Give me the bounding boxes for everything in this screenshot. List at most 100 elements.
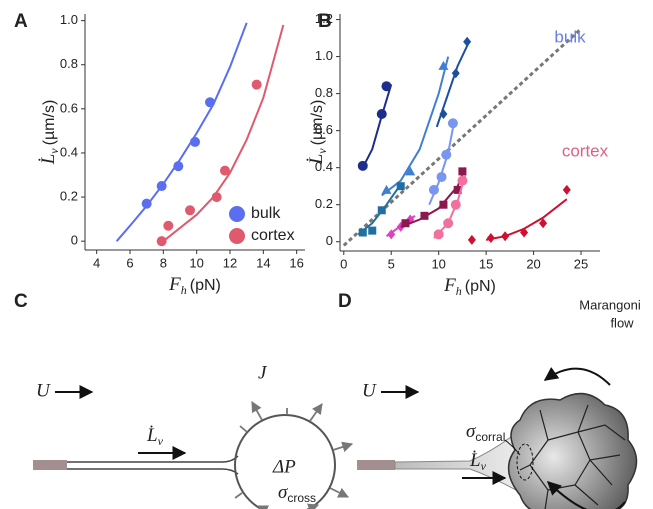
unit: (µm/s) [41, 100, 58, 146]
annotation: bulk [554, 27, 586, 46]
point [428, 184, 439, 195]
tension-label: σcross [278, 482, 316, 505]
fit-line [381, 56, 450, 197]
y-tick-label: 0.6 [315, 122, 333, 137]
subscript: corral [475, 430, 505, 444]
point [205, 97, 215, 108]
y-tick-label: 0.2 [60, 189, 78, 204]
chart: B 0 5 10 15 20 25 0 0.2 0.4 0.6 0.8 1.0 1.2 Fh (pN) L̇v (… [305, 11, 608, 298]
point [443, 218, 454, 229]
x-tick-label: 20 [526, 256, 540, 271]
cell [507, 392, 638, 509]
point [368, 226, 377, 235]
pointer [504, 439, 521, 456]
point [163, 220, 174, 231]
point [433, 229, 444, 240]
fit-line [162, 24, 285, 242]
point [220, 165, 230, 176]
point [562, 184, 571, 195]
point [539, 218, 548, 229]
y-tick-label: 0 [326, 233, 333, 248]
point [439, 108, 448, 119]
point [453, 185, 462, 194]
subscript: v [315, 148, 329, 154]
velocity-label: U [362, 380, 377, 401]
flow-arrow [546, 481, 626, 509]
point [156, 181, 167, 192]
symbol: L̇ [37, 154, 59, 166]
y-tick-label: 1.2 [315, 11, 333, 26]
x-tick-label: 4 [93, 255, 100, 270]
subscript: v [47, 148, 61, 154]
flow-label: flow [610, 315, 634, 330]
symbol: L̇ [305, 154, 327, 166]
y-label: L̇v (µm/s) [37, 100, 60, 166]
y-tick-label: 0.6 [60, 100, 78, 115]
point [401, 219, 410, 228]
point [439, 200, 448, 209]
corral [516, 443, 534, 481]
symbol: σ [466, 421, 476, 442]
unit: (pN) [190, 277, 221, 294]
tether [67, 455, 239, 475]
point [358, 228, 367, 237]
cortex-mesh [519, 404, 626, 509]
rate-label: L̇v [146, 424, 164, 447]
diagram-d: D U σcorral L̇v Marangoni flow [338, 291, 641, 509]
rate-label: L̇v [469, 449, 487, 472]
symbol: F [443, 275, 456, 296]
tension-label: σcorral [466, 421, 505, 444]
x-tick-label: 12 [223, 255, 237, 270]
panel-label: B [318, 11, 332, 32]
x-tick-label: 8 [160, 255, 167, 270]
point [185, 205, 195, 216]
legend-label: cortex [251, 227, 295, 244]
diagram-c: C U J ΔP σcross L̇v [14, 291, 354, 509]
point [251, 79, 262, 90]
x-tick-label: 10 [431, 256, 445, 271]
x-tick-label: 10 [189, 255, 203, 270]
x-tick-label: 0 [340, 256, 347, 271]
annotation: cortex [562, 141, 609, 160]
x-tick-label: 15 [479, 256, 493, 271]
legend-label: bulk [251, 205, 281, 222]
point [173, 161, 184, 172]
x-tick-label: 6 [126, 255, 133, 270]
flow-label: Marangoni [579, 297, 641, 312]
unit: (pN) [465, 278, 496, 295]
y-tick-label: 1.0 [60, 12, 78, 27]
pipette [357, 460, 395, 470]
point [376, 108, 387, 119]
subscript: h [456, 284, 462, 298]
legend-marker [229, 228, 245, 244]
pressure-label: ΔP [272, 456, 296, 477]
x-label: Fh (pN) [443, 275, 496, 297]
y-tick-label: 0.2 [315, 196, 333, 211]
y-tick-label: 0.8 [315, 85, 333, 100]
y-tick-label: 0.4 [60, 144, 78, 159]
point [387, 229, 396, 240]
symbol: L̇ [469, 449, 481, 471]
point [457, 175, 468, 186]
x-tick-label: 14 [256, 255, 270, 270]
y-tick-label: 0 [71, 233, 78, 248]
vesicle [234, 414, 336, 509]
y-tick-label: 0.4 [315, 159, 333, 174]
point [396, 182, 405, 191]
point [501, 231, 510, 242]
flux-label: J [258, 362, 268, 383]
point [436, 171, 447, 182]
point [467, 234, 476, 245]
point [463, 36, 472, 47]
panel-label: C [14, 291, 28, 312]
tether-cone [394, 429, 526, 496]
point [447, 118, 458, 129]
point [377, 206, 386, 215]
symbol: σ [278, 482, 288, 503]
y-label: L̇v (µm/s) [305, 100, 328, 166]
x-label: Fh (pN) [168, 274, 221, 296]
point [486, 233, 495, 244]
point [420, 211, 429, 220]
point [357, 160, 368, 171]
point [381, 184, 392, 194]
